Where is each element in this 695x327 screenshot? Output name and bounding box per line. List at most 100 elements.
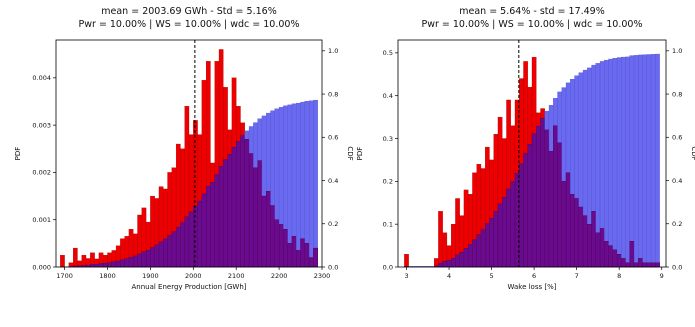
overlap-bar <box>582 215 588 268</box>
overlap-bar <box>561 181 567 268</box>
y2-tick-label: 1.0 <box>672 47 682 55</box>
axes-frame <box>55 39 323 268</box>
overlap-bar <box>313 247 318 268</box>
y-tick-label: 0.3 <box>383 135 393 143</box>
overlap-bar <box>266 191 271 268</box>
cdf-bar <box>621 56 626 268</box>
overlap-bar <box>451 257 456 268</box>
overlap-bar <box>133 255 138 268</box>
x-tick-label: 2300 <box>314 272 331 280</box>
cdf-bar <box>313 99 318 268</box>
overlap-bar <box>523 153 528 268</box>
x-tick-label: 7 <box>575 272 579 280</box>
overlap-bar <box>608 245 613 268</box>
overlap-bar <box>531 133 537 268</box>
overlap-bar <box>625 262 630 268</box>
y-axis-label: PDF <box>14 147 22 161</box>
cdf-bar <box>638 54 643 268</box>
y-tick-label: 0.0 <box>383 263 393 271</box>
y-tick-label: 0.003 <box>32 121 51 129</box>
overlap-bar <box>599 228 605 268</box>
cdf-bar <box>633 55 639 268</box>
y2-axis-label: CDF <box>690 146 695 160</box>
y2-axis-label: CDF <box>346 146 354 160</box>
overlap-bar <box>278 224 284 268</box>
overlap-bar <box>261 195 267 268</box>
overlap-bar <box>141 251 147 268</box>
y2-tick-label: 0.0 <box>328 263 338 271</box>
overlap-bar <box>214 174 220 268</box>
overlap-bar <box>98 263 104 268</box>
y-tick-label: 0.5 <box>383 49 393 57</box>
overlap-bar <box>510 181 516 268</box>
overlap-bar <box>472 239 477 268</box>
overlap-bar <box>171 231 177 268</box>
y-tick-label: 0.000 <box>32 263 51 271</box>
overlap-bar <box>184 216 190 268</box>
overlap-bar <box>270 205 275 268</box>
aep-chart: mean = 2003.69 GWh - Std = 5.16% Pwr = 10… <box>14 6 354 291</box>
overlap-bar <box>128 257 134 268</box>
overlap-bar <box>442 261 448 268</box>
y2-tick-label: 0.6 <box>328 134 338 142</box>
overlap-bar <box>154 244 160 268</box>
overlap-bar <box>570 194 575 268</box>
overlap-bar <box>210 182 215 268</box>
x-tick-label: 2100 <box>228 272 245 280</box>
overlap-bar <box>480 229 486 268</box>
pdf-bar <box>60 255 65 268</box>
x-tick-label: 9 <box>660 272 664 280</box>
overlap-bar <box>650 262 656 268</box>
overlap-bar <box>206 185 211 268</box>
overlap-bar <box>506 188 511 268</box>
cdf-bar <box>296 102 301 268</box>
overlap-bar <box>519 163 524 268</box>
chart-title: mean = 5.64% - std = 17.49% <box>459 6 605 17</box>
overlap-bar <box>257 160 263 268</box>
overlap-bar <box>248 153 254 268</box>
overlap-bar <box>497 203 503 268</box>
overlap-bar <box>300 238 305 268</box>
overlap-bar <box>296 250 301 268</box>
x-tick-label: 2000 <box>185 272 202 280</box>
chart-title: mean = 2003.69 GWh - Std = 5.16% <box>101 6 276 17</box>
x-axis-label: Annual Energy Production [GWh] <box>131 283 246 291</box>
cdf-bar <box>608 58 613 268</box>
overlap-bar <box>158 241 164 268</box>
y2-tick-label: 0.8 <box>672 90 682 98</box>
pdf-bar <box>73 247 78 268</box>
cdf-bar <box>650 54 656 268</box>
x-tick-label: 1800 <box>99 272 116 280</box>
pdf-bar <box>434 258 439 268</box>
x-tick-label: 8 <box>617 272 621 280</box>
x-tick-label: 3 <box>404 272 408 280</box>
overlap-bar <box>655 262 660 268</box>
y-tick-label: 0.004 <box>32 74 51 82</box>
pdf-bar <box>404 254 409 268</box>
overlap-bar <box>633 262 639 268</box>
cdf-bar <box>616 57 622 268</box>
x-tick-label: 2200 <box>271 272 288 280</box>
overlap-bar <box>103 262 108 268</box>
cdf-bar <box>287 104 293 268</box>
bars <box>404 53 660 268</box>
overlap-bar <box>493 211 499 268</box>
overlap-bar <box>163 238 168 268</box>
overlap-bar <box>274 219 280 268</box>
overlap-bar <box>107 262 112 268</box>
y2-tick-label: 0.4 <box>672 177 682 185</box>
y2-tick-label: 0.2 <box>328 220 338 228</box>
overlap-bar <box>253 167 258 268</box>
overlap-bar <box>604 241 609 268</box>
overlap-bar <box>646 262 652 268</box>
cdf-bar <box>646 54 652 268</box>
overlap-bar <box>578 206 584 268</box>
overlap-bar <box>476 234 482 268</box>
overlap-bar <box>553 125 558 268</box>
y2-tick-label: 0.6 <box>672 134 682 142</box>
axes-frame <box>397 39 667 268</box>
overlap-bar <box>587 224 592 268</box>
overlap-bar <box>638 258 643 268</box>
y-tick-label: 0.2 <box>383 178 393 186</box>
